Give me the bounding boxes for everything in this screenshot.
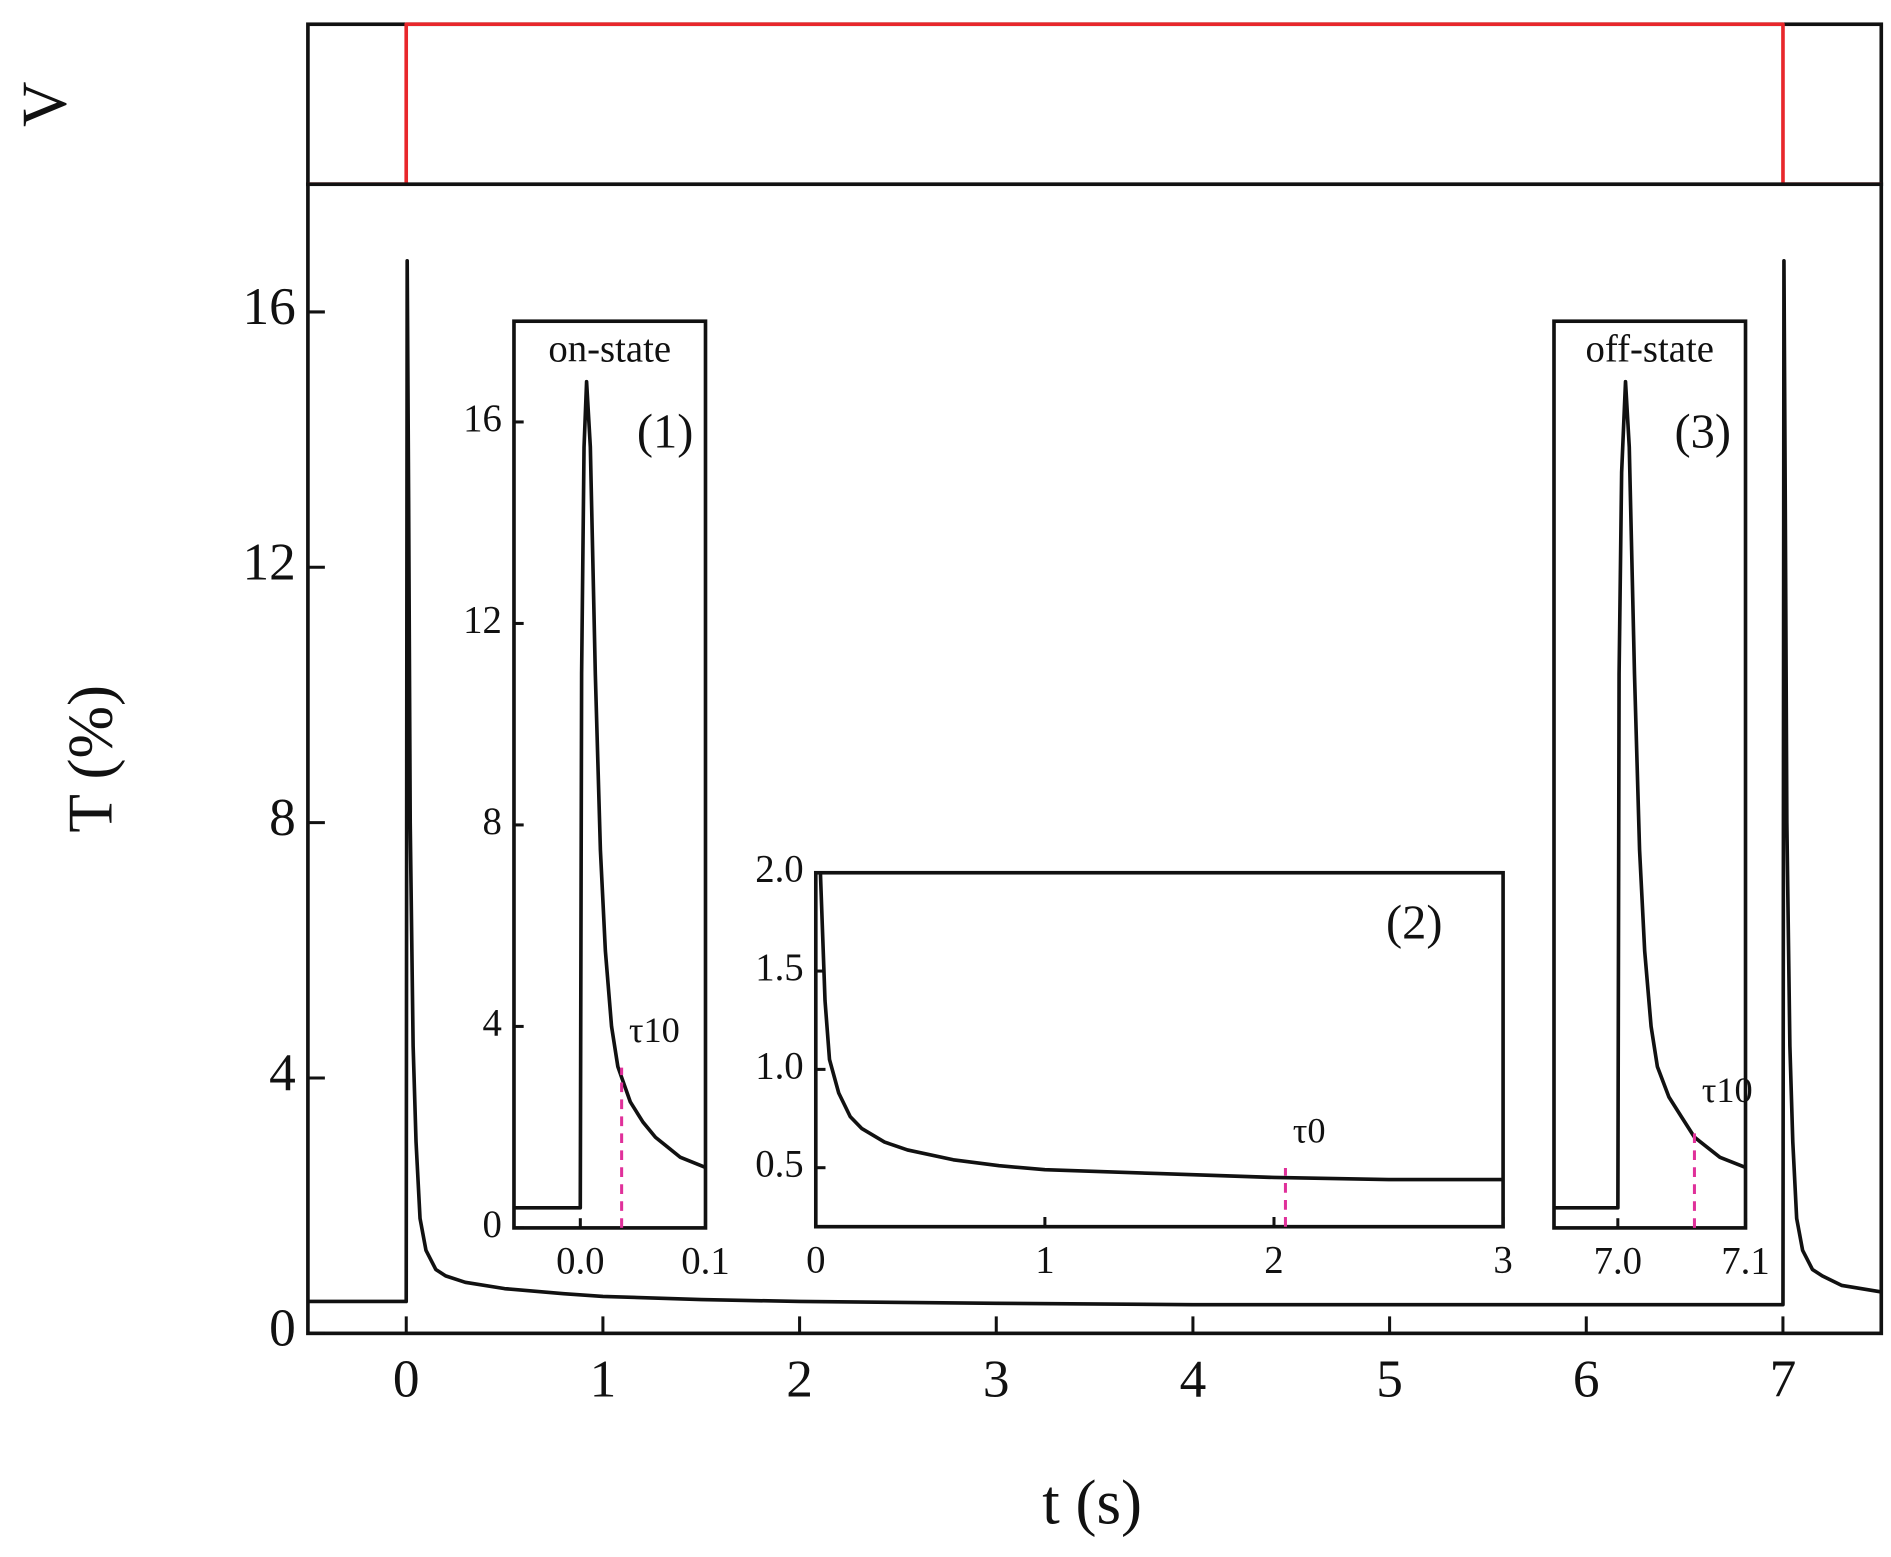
y-tick-label: 0 bbox=[269, 1298, 296, 1358]
panel-label: (1) bbox=[637, 405, 694, 458]
plot-frame bbox=[1552, 319, 1748, 1230]
x-axis-label: t (s) bbox=[1042, 1468, 1142, 1538]
x-tick-label: 4 bbox=[1180, 1348, 1207, 1408]
x-tick-label: 2 bbox=[1264, 1238, 1283, 1281]
x-tick-label: 0 bbox=[806, 1238, 825, 1281]
x-tick-label: 7.0 bbox=[1594, 1240, 1642, 1283]
x-tick-label: 0.0 bbox=[556, 1240, 604, 1283]
x-tick-label: 1 bbox=[590, 1348, 617, 1408]
y-tick-label: 12 bbox=[242, 532, 295, 592]
x-tick-label: 7.1 bbox=[1721, 1240, 1769, 1283]
y-tick-label: 8 bbox=[269, 787, 296, 847]
panel-label: (3) bbox=[1674, 405, 1731, 458]
y-tick-label: 8 bbox=[482, 800, 501, 843]
x-tick-label: 0.1 bbox=[681, 1240, 729, 1283]
x-tick-label: 0 bbox=[393, 1348, 420, 1408]
x-tick-label: 2 bbox=[786, 1348, 813, 1408]
inset-title: on-state bbox=[548, 328, 671, 371]
y-tick-label: 4 bbox=[269, 1042, 296, 1102]
x-tick-label: 3 bbox=[1493, 1238, 1512, 1281]
tau-label: τ10 bbox=[629, 1010, 680, 1050]
data-line bbox=[513, 379, 707, 1210]
x-tick-label: 5 bbox=[1376, 1348, 1403, 1408]
y-axis-label: V bbox=[9, 81, 79, 127]
y-tick-label: 0.5 bbox=[755, 1143, 803, 1186]
y-tick-label: 2.0 bbox=[755, 848, 803, 891]
y-tick-label: 1.5 bbox=[755, 946, 803, 989]
data-line bbox=[818, 872, 1504, 1182]
y-tick-label: 0 bbox=[482, 1203, 501, 1246]
plot-frame bbox=[813, 870, 1505, 1229]
x-tick-label: 7 bbox=[1770, 1348, 1797, 1408]
y-tick-label: 16 bbox=[463, 397, 502, 440]
y-axis-label: T (%) bbox=[55, 685, 125, 833]
x-tick-label: 1 bbox=[1035, 1238, 1054, 1281]
plot-frame bbox=[512, 319, 708, 1230]
inset-title: off-state bbox=[1586, 328, 1714, 371]
y-tick-label: 12 bbox=[463, 598, 502, 641]
plot-frame bbox=[306, 22, 1884, 187]
tau-label: τ10 bbox=[1702, 1070, 1753, 1110]
x-tick-label: 3 bbox=[983, 1348, 1010, 1408]
y-tick-label: 16 bbox=[242, 276, 295, 336]
data-line bbox=[307, 259, 1882, 1307]
y-tick-label: 4 bbox=[482, 1001, 501, 1044]
panel-label: (2) bbox=[1386, 896, 1443, 949]
x-tick-label: 6 bbox=[1573, 1348, 1600, 1408]
data-line bbox=[1553, 379, 1747, 1210]
y-tick-label: 1.0 bbox=[755, 1044, 803, 1087]
tau-label: τ0 bbox=[1293, 1110, 1326, 1150]
